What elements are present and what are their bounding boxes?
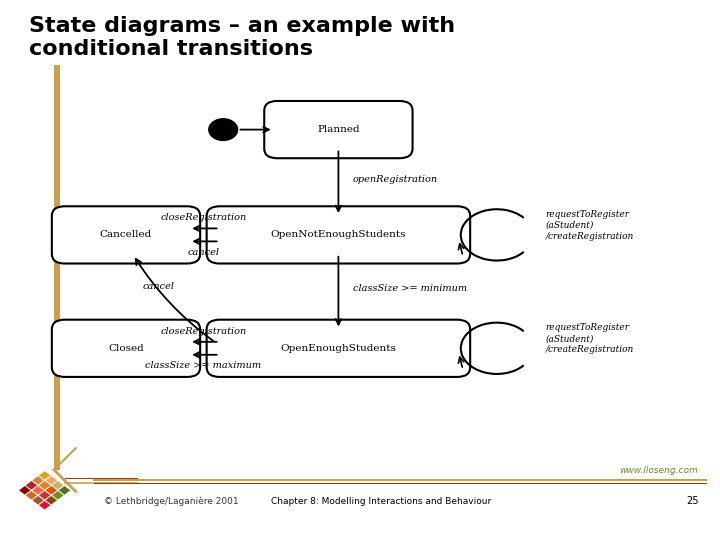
Polygon shape [58,486,71,495]
Polygon shape [52,481,64,490]
Text: Closed: Closed [108,344,144,353]
Polygon shape [25,481,37,490]
FancyBboxPatch shape [52,206,200,264]
Text: © Lethbridge/Laganière 2001: © Lethbridge/Laganière 2001 [104,496,239,506]
Text: Cancelled: Cancelled [100,231,152,239]
Polygon shape [39,491,50,500]
Polygon shape [45,476,58,485]
Circle shape [209,119,238,140]
Text: State diagrams – an example with
conditional transitions: State diagrams – an example with conditi… [29,16,455,59]
Polygon shape [32,476,44,485]
FancyBboxPatch shape [264,101,413,158]
Text: Planned: Planned [317,125,360,134]
Text: www.lloseng.com: www.lloseng.com [620,467,698,475]
Polygon shape [25,491,37,500]
Text: openRegistration: openRegistration [353,175,438,184]
Bar [54,65,60,470]
Text: closeRegistration: closeRegistration [161,213,246,222]
Text: requestToRegister
(aStudent)
/createRegistration: requestToRegister (aStudent) /createRegi… [546,210,634,241]
FancyBboxPatch shape [207,320,470,377]
Polygon shape [45,496,58,505]
Polygon shape [52,491,64,500]
Text: cancel: cancel [187,248,220,256]
Polygon shape [19,486,31,495]
Polygon shape [32,496,44,505]
Text: OpenNotEnoughStudents: OpenNotEnoughStudents [271,231,406,239]
Text: classSize >= minimum: classSize >= minimum [353,285,467,293]
Text: cancel: cancel [143,282,174,291]
Text: 25: 25 [686,496,698,506]
Text: classSize >= maximum: classSize >= maximum [145,361,261,370]
Text: OpenEnoughStudents: OpenEnoughStudents [281,344,396,353]
FancyBboxPatch shape [52,320,200,377]
Text: requestToRegister
(aStudent)
/createRegistration: requestToRegister (aStudent) /createRegi… [546,323,634,354]
Polygon shape [39,501,50,510]
Polygon shape [39,471,50,480]
Text: Chapter 8: Modelling Interactions and Behaviour: Chapter 8: Modelling Interactions and Be… [271,497,492,505]
Polygon shape [45,486,58,495]
Polygon shape [39,481,50,490]
Polygon shape [32,486,44,495]
Text: closeRegistration: closeRegistration [161,327,246,335]
FancyBboxPatch shape [207,206,470,264]
